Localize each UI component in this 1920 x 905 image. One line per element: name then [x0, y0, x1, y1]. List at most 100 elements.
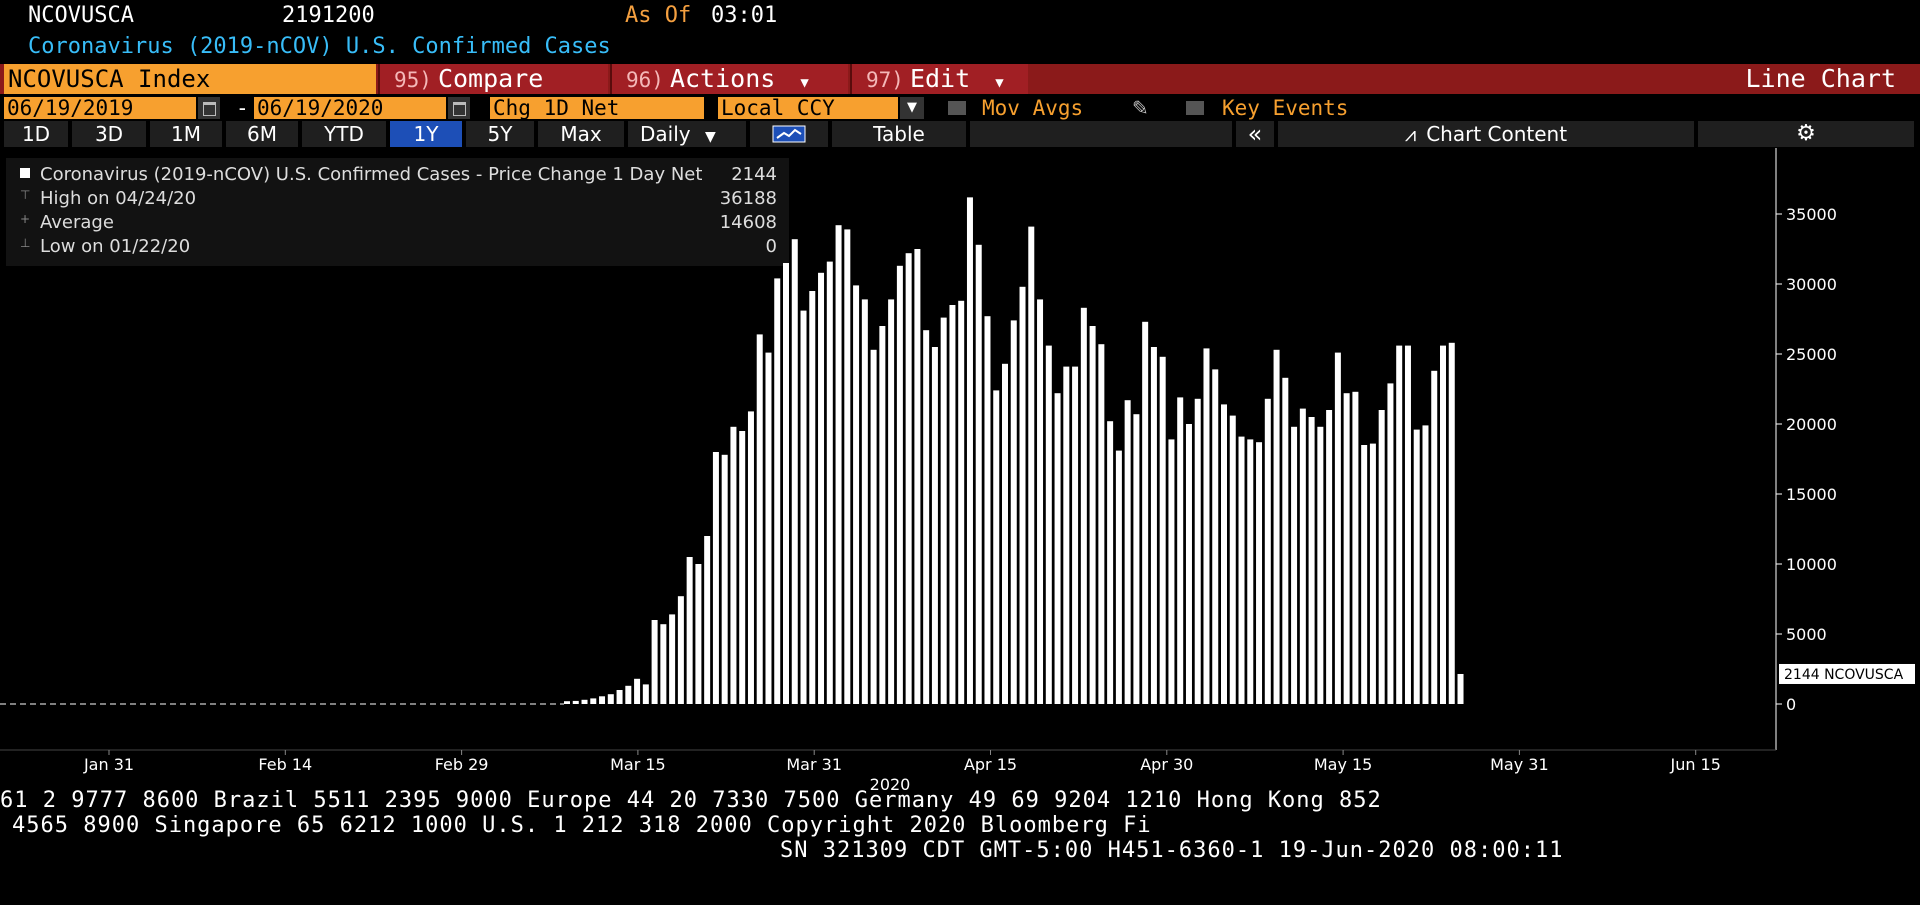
line-chart-icon-button[interactable] [750, 121, 830, 147]
calendar-icon[interactable] [198, 97, 220, 119]
bar [1002, 363, 1008, 704]
chart-content-button[interactable]: ⩘ Chart Content [1278, 121, 1696, 147]
bar [1273, 349, 1280, 704]
y-tick-label: 35000 [1786, 205, 1837, 224]
line-chart-icon [772, 125, 806, 143]
bar [1019, 286, 1026, 704]
bar [1133, 414, 1140, 704]
bar [1291, 426, 1298, 704]
bar [931, 347, 938, 704]
bar [888, 299, 895, 704]
tab-3d[interactable]: 3D [72, 121, 148, 147]
actions-button[interactable]: 96) Actions ▼ [610, 64, 848, 94]
bar [590, 698, 597, 704]
bar [958, 300, 965, 704]
tab-5y[interactable]: 5Y [466, 121, 536, 147]
bar [730, 426, 737, 704]
calendar-icon[interactable] [448, 97, 470, 119]
bar [1282, 377, 1289, 704]
y-tick-label: 20000 [1786, 415, 1837, 434]
legend-series-last: 2144 [731, 164, 777, 185]
mov-avgs-checkbox[interactable] [948, 101, 966, 115]
bar [1124, 400, 1131, 704]
bar [835, 225, 842, 704]
currency-selector[interactable]: Local CCY [718, 97, 898, 119]
y-tick-label: 30000 [1786, 275, 1837, 294]
pencil-icon[interactable]: ✎ [1132, 96, 1149, 120]
table-button[interactable]: Table [832, 121, 968, 147]
mov-avgs-label[interactable]: Mov Avgs [982, 96, 1084, 120]
bar [1098, 344, 1105, 704]
compare-button[interactable]: 95) Compare [378, 64, 608, 94]
x-tick-label: Feb 14 [258, 755, 312, 774]
x-tick-label: Apr 15 [964, 755, 1017, 774]
bar [1168, 439, 1175, 704]
tab-ytd[interactable]: YTD [302, 121, 388, 147]
legend-low-value: 0 [765, 236, 777, 257]
title-line: NCOVUSCA 2191200 As Of 03:01 [0, 0, 1920, 32]
bar [984, 316, 991, 704]
y-tick-label: 25000 [1786, 345, 1837, 364]
actions-number: 96) [626, 68, 664, 92]
bar [1299, 408, 1306, 704]
security-description: Coronavirus (2019-nCOV) U.S. Confirmed C… [28, 34, 611, 59]
bar [721, 454, 728, 704]
tab-max[interactable]: Max [538, 121, 626, 147]
chart-type-label[interactable]: Line Chart [1745, 64, 1896, 93]
x-tick-label: Feb 29 [435, 755, 489, 774]
bar [1317, 426, 1324, 704]
index-name-field[interactable]: NCOVUSCA Index [4, 64, 376, 94]
bar [905, 253, 912, 704]
bar [1010, 320, 1017, 704]
bar [844, 229, 851, 704]
chevron-down-icon: ▼ [995, 75, 1004, 91]
bar [1440, 345, 1446, 704]
bar [1177, 397, 1184, 704]
bar [1326, 410, 1333, 704]
chart-content-icon: ⩘ [1404, 122, 1417, 146]
bar [966, 197, 973, 705]
bar [1063, 366, 1070, 704]
bar [607, 694, 614, 704]
bar [923, 330, 930, 704]
bar-chart: 0 5000 10000 15000 20000 25000 30000 35000 Jan 3… [0, 148, 1915, 794]
bar [783, 263, 789, 704]
key-events-checkbox[interactable] [1186, 101, 1204, 115]
caret-down-icon: ▼ [704, 129, 716, 145]
bar [1431, 370, 1438, 704]
bar [572, 700, 579, 704]
frequency-label: Daily [640, 122, 691, 146]
as-of-time: 03:01 [711, 3, 778, 28]
tab-1d[interactable]: 1D [4, 121, 70, 147]
bar [1185, 424, 1192, 704]
edit-button[interactable]: 97) Edit ▼ [850, 64, 1028, 94]
bar [1413, 429, 1420, 704]
key-events-label[interactable]: Key Events [1222, 96, 1349, 120]
bar [1404, 345, 1411, 704]
bar [581, 699, 588, 704]
collapse-icon[interactable]: « [1236, 121, 1276, 147]
x-tick-label: Mar 15 [610, 755, 666, 774]
bar [1352, 391, 1359, 704]
end-date-field[interactable]: 06/19/2020 [254, 97, 446, 119]
frequency-dropdown[interactable]: Daily ▼ [628, 121, 748, 147]
last-value-tag-label: 2144 NCOVUSCA [1784, 667, 1904, 683]
tab-1m[interactable]: 1M [150, 121, 224, 147]
actions-label: Actions [669, 64, 776, 93]
bar [1378, 410, 1385, 704]
bar [1361, 445, 1368, 704]
high-marker-icon: ⊤ [20, 188, 31, 202]
bar [1334, 352, 1341, 704]
tab-6m[interactable]: 6M [226, 121, 300, 147]
chart-content-label: Chart Content [1426, 122, 1568, 146]
bar [896, 265, 903, 704]
bar [756, 334, 763, 704]
field-selector[interactable]: Chg 1D Net [490, 97, 704, 119]
gear-icon[interactable]: ⚙ [1698, 121, 1916, 147]
x-tick-label: Jan 31 [83, 755, 134, 774]
tab-1y[interactable]: 1Y [390, 121, 464, 147]
bar [1369, 443, 1376, 704]
start-date-field[interactable]: 06/19/2019 [4, 97, 196, 119]
bar [1089, 326, 1096, 704]
chevron-down-icon[interactable]: ▼ [900, 97, 924, 119]
